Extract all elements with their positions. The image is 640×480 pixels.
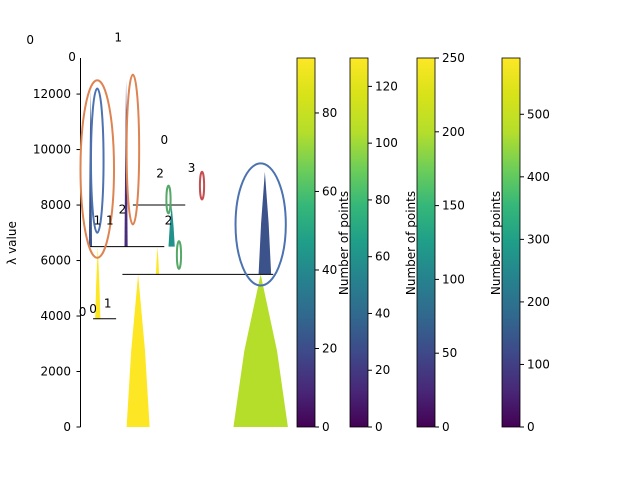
cluster-ellipse — [125, 73, 141, 226]
colorbar-label: Number of points — [489, 191, 503, 295]
cluster-ellipse — [89, 87, 105, 234]
colorbar-tick-label: 150 — [442, 199, 465, 213]
colorbar-tick-label: 120 — [375, 79, 398, 93]
colorbar-tick-label: 80 — [322, 106, 337, 120]
branch-label: 1 — [106, 213, 114, 227]
colorbars: 0 20 40 60 80 0 20 40 60 80 100 120 Number of points… — [296, 51, 550, 434]
colorbar-tick-label: 500 — [527, 107, 550, 121]
colorbar-tick-label: 20 — [322, 341, 337, 355]
colorbar-tick-label: 200 — [442, 125, 465, 139]
branch-label: 2 — [165, 213, 173, 227]
colorbar — [296, 57, 316, 428]
branch-label: 2 — [156, 166, 164, 180]
y-ticks: 0 2000 4000 6000 8000 10000 12000 — [33, 87, 81, 434]
tree-branch — [258, 171, 272, 275]
y-tick-label: 8000 — [40, 198, 71, 212]
branch-label: 1 — [93, 213, 101, 227]
branch-label: 2 — [119, 202, 127, 216]
cluster-ellipse — [165, 184, 172, 215]
branch-label: 0 — [89, 302, 97, 316]
y-tick-label: 2000 — [40, 365, 71, 379]
y-axis-label: λ value — [5, 221, 19, 265]
colorbar-tick-label: 100 — [442, 272, 465, 286]
colorbar-tick-label: 50 — [442, 346, 457, 360]
branch-label: 1 — [114, 30, 122, 44]
colorbar-tick-label: 60 — [375, 250, 390, 264]
colorbar — [349, 57, 369, 428]
cluster-ellipse — [175, 240, 183, 270]
branch-label: 0 — [68, 50, 76, 64]
cluster-ellipse — [234, 162, 287, 287]
y-tick-label: 6000 — [40, 254, 71, 268]
colorbar-label: Number of points — [337, 191, 351, 295]
colorbar-tick-label: 400 — [527, 170, 550, 184]
colorbar-tick-label: 250 — [442, 51, 465, 65]
cluster-ellipse — [198, 170, 206, 201]
colorbar-tick-label: 100 — [527, 357, 550, 371]
colorbar-tick-label: 40 — [322, 263, 337, 277]
colorbar-tick-label: 20 — [375, 363, 390, 377]
tree-branch — [126, 274, 150, 427]
branch-label: 0 — [160, 133, 168, 147]
branch-label: 0 — [26, 33, 34, 47]
tree-branch — [233, 274, 288, 427]
colorbar-tick-label: 0 — [527, 420, 535, 434]
tree-branch — [95, 246, 101, 319]
y-tick-label: 4000 — [40, 309, 71, 323]
colorbar-tick-label: 60 — [322, 184, 337, 198]
colorbar-label: Number of points — [404, 191, 418, 295]
y-tick-label: 0 — [63, 420, 71, 434]
colorbar-tick-label: 80 — [375, 193, 390, 207]
branch-label: 0 — [79, 305, 87, 319]
colorbar-tick-label: 40 — [375, 306, 390, 320]
colorbar — [416, 57, 436, 428]
colorbar-tick-label: 0 — [375, 420, 383, 434]
y-tick-label: 10000 — [33, 143, 71, 157]
tree-branch — [155, 246, 160, 275]
colorbar-tick-label: 200 — [527, 295, 550, 309]
colorbar-tick-label: 0 — [442, 420, 450, 434]
colorbar-tick-label: 300 — [527, 232, 550, 246]
branch-label: 1 — [104, 297, 112, 311]
branch-label: 3 — [188, 161, 196, 175]
cluster-ellipse — [79, 79, 116, 259]
colorbar — [501, 57, 521, 428]
colorbar-tick-label: 100 — [375, 136, 398, 150]
colorbar-tick-label: 0 — [322, 420, 330, 434]
y-tick-label: 12000 — [33, 87, 71, 101]
tree-branch — [168, 205, 175, 247]
